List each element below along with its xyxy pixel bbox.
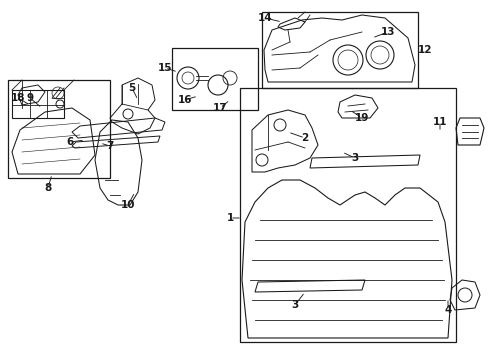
Bar — [262, 12, 417, 88]
Text: 4: 4 — [444, 305, 451, 315]
Text: 18: 18 — [11, 93, 25, 103]
Bar — [172, 48, 258, 110]
Text: 6: 6 — [66, 137, 74, 147]
Text: 9: 9 — [26, 93, 34, 103]
Text: 1: 1 — [226, 213, 233, 223]
Text: 3: 3 — [291, 300, 298, 310]
Text: 15: 15 — [158, 63, 172, 73]
Bar — [240, 88, 455, 342]
Text: 7: 7 — [106, 141, 113, 151]
Bar — [8, 80, 110, 178]
Text: 2: 2 — [301, 133, 308, 143]
Text: 13: 13 — [380, 27, 394, 37]
Text: 8: 8 — [44, 183, 52, 193]
Bar — [12, 90, 64, 118]
Text: 10: 10 — [121, 200, 135, 210]
Text: 17: 17 — [212, 103, 227, 113]
Text: 12: 12 — [417, 45, 431, 55]
Text: 11: 11 — [432, 117, 447, 127]
Text: 16: 16 — [177, 95, 192, 105]
Text: 14: 14 — [257, 13, 272, 23]
Text: 5: 5 — [128, 83, 135, 93]
Text: 3: 3 — [351, 153, 358, 163]
Text: 19: 19 — [354, 113, 368, 123]
